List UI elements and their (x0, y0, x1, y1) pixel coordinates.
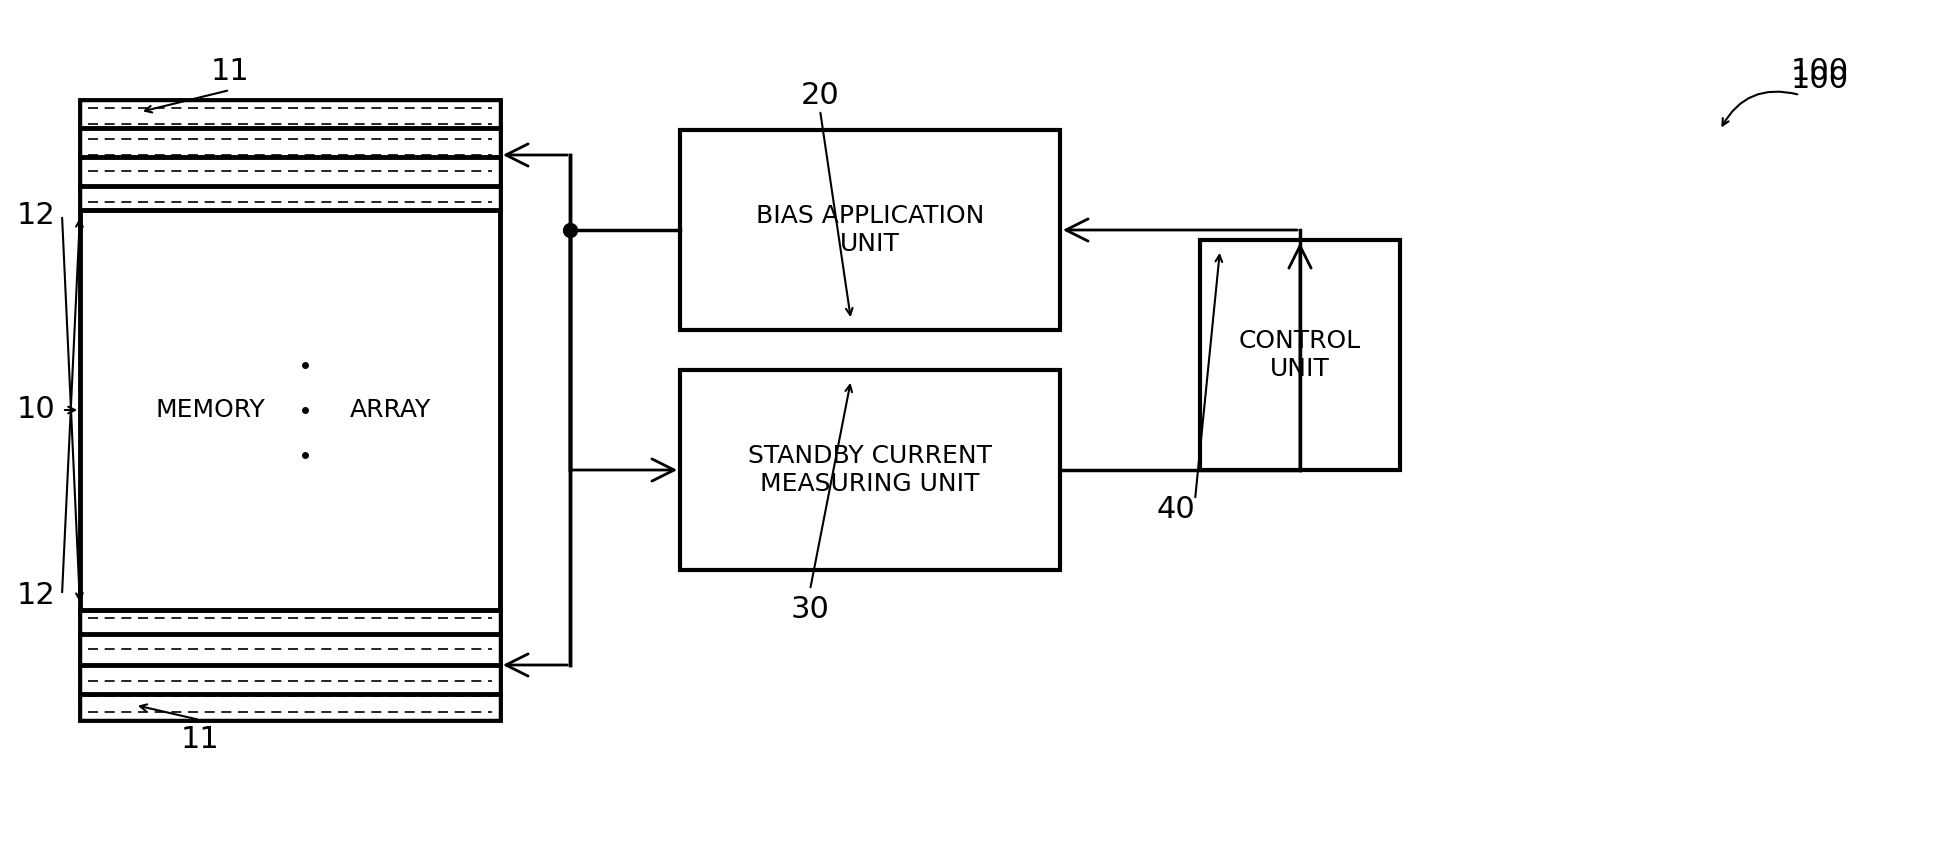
Text: 20: 20 (800, 80, 839, 110)
Text: MEMORY: MEMORY (156, 398, 265, 422)
Text: 40: 40 (1156, 496, 1195, 524)
Text: 11: 11 (181, 726, 220, 754)
Text: 100: 100 (1790, 57, 1849, 86)
Text: 12: 12 (16, 580, 54, 610)
Bar (679, 370, 1061, 570)
Bar (80, 100, 500, 720)
Bar (80, 100, 500, 210)
Text: 30: 30 (790, 595, 829, 625)
Text: BIAS APPLICATION
UNIT: BIAS APPLICATION UNIT (755, 204, 985, 256)
Bar (679, 130, 1061, 330)
Text: CONTROL
UNIT: CONTROL UNIT (1240, 329, 1360, 381)
Text: STANDBY CURRENT
MEASURING UNIT: STANDBY CURRENT MEASURING UNIT (747, 444, 992, 496)
Text: 10: 10 (16, 395, 54, 425)
Text: 12: 12 (16, 201, 54, 229)
Text: ARRAY: ARRAY (350, 398, 430, 422)
Bar (1201, 240, 1399, 470)
Bar (80, 610, 500, 720)
Text: 11: 11 (210, 57, 249, 86)
Text: 100: 100 (1790, 66, 1849, 94)
